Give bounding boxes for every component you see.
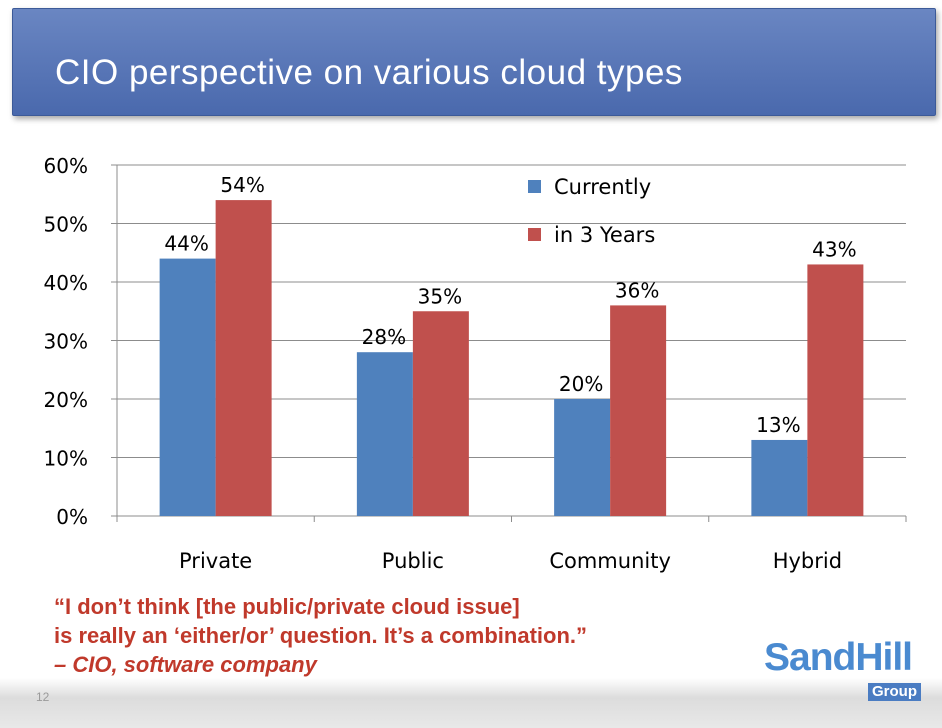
bar-currently (356, 352, 413, 516)
x-tick-label: Private (179, 549, 252, 573)
y-tick-label: 40% (44, 271, 88, 295)
slide-title: CIO perspective on various cloud types (55, 53, 683, 92)
bar-currently (159, 258, 216, 516)
slide-number: 12 (36, 690, 50, 704)
data-label: 13% (756, 413, 800, 437)
y-tick-label: 60% (44, 154, 88, 178)
legend-label: Currently (554, 175, 651, 199)
x-tick-label: Community (549, 549, 671, 573)
title-bar: CIO perspective on various cloud types (12, 8, 936, 116)
bar-currently (554, 399, 611, 516)
x-tick-label: Public (382, 549, 444, 573)
y-tick-label: 10% (44, 447, 88, 471)
data-label: 35% (418, 284, 462, 308)
bar-chart: 0% 10% 20% 30% 40% 50% 60% 44% 54% Private 28% 35% P… (44, 154, 907, 573)
legend-label: in 3 Years (554, 223, 655, 247)
data-label: 43% (812, 237, 856, 261)
footer-band (0, 678, 942, 728)
quote-line-2: is really an ‘either/or’ question. It’s … (54, 623, 588, 648)
y-tick-label: 50% (44, 213, 88, 237)
sandhill-logo: SandHill Group (764, 636, 924, 716)
legend-swatch (528, 228, 541, 241)
y-tick-label: 0% (56, 505, 88, 529)
bar-in-3-years (215, 200, 272, 516)
data-label: 28% (362, 325, 406, 349)
data-label: 20% (559, 372, 603, 396)
bar-in-3-years (807, 264, 864, 516)
data-label: 36% (615, 278, 659, 302)
quote-line-1: “I don’t think [the public/private cloud… (54, 594, 520, 619)
data-label: 54% (220, 173, 264, 197)
logo-subtitle: Group (868, 683, 921, 701)
bar-in-3-years (412, 311, 469, 516)
bar-currently (751, 439, 808, 516)
bar-in-3-years (610, 305, 667, 516)
data-label: 44% (164, 232, 208, 256)
y-tick-label: 30% (44, 330, 88, 354)
y-tick-label: 20% (44, 388, 88, 412)
legend-swatch (528, 180, 541, 193)
logo-wordmark: SandHill (764, 636, 913, 679)
quote: “I don’t think [the public/private cloud… (54, 592, 587, 679)
x-tick-label: Hybrid (773, 549, 842, 573)
quote-attribution: – CIO, software company (54, 652, 317, 677)
